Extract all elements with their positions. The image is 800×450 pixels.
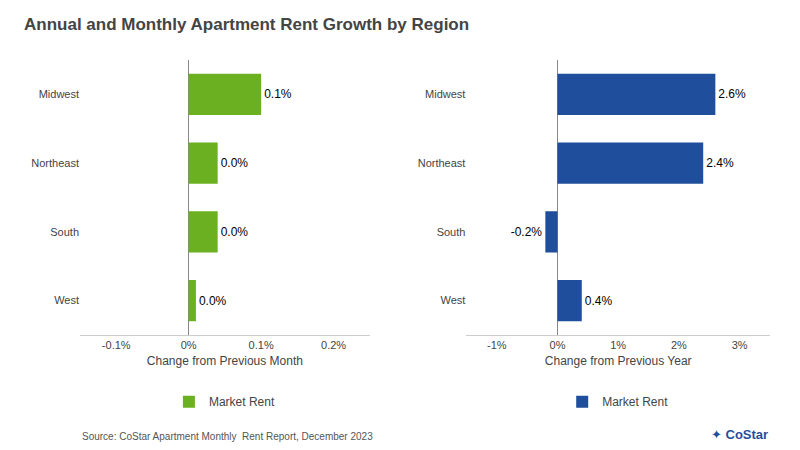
- svg-text:0%: 0%: [181, 339, 197, 351]
- svg-text:South: South: [50, 226, 79, 238]
- svg-text:0%: 0%: [550, 339, 566, 351]
- svg-text:Source: CoStar Apartment Month: Source: CoStar Apartment Monthly Rent Re…: [82, 431, 373, 442]
- svg-text:Market Rent: Market Rent: [209, 395, 275, 409]
- svg-text:3%: 3%: [732, 339, 748, 351]
- svg-text:2.6%: 2.6%: [718, 87, 746, 101]
- svg-text:Change from Previous Year: Change from Previous Year: [545, 354, 692, 368]
- svg-text:Market Rent: Market Rent: [602, 395, 668, 409]
- svg-text:2.4%: 2.4%: [706, 156, 734, 170]
- svg-text:0.0%: 0.0%: [221, 156, 249, 170]
- svg-text:0.1%: 0.1%: [249, 339, 274, 351]
- svg-text:Northeast: Northeast: [418, 157, 466, 169]
- svg-text:South: South: [437, 226, 466, 238]
- svg-text:Midwest: Midwest: [425, 88, 465, 100]
- svg-text:Annual and Monthly Apartment R: Annual and Monthly Apartment Rent Growth…: [24, 15, 469, 34]
- svg-text:2%: 2%: [671, 339, 687, 351]
- svg-text:Midwest: Midwest: [39, 88, 79, 100]
- svg-text:Change from Previous Month: Change from Previous Month: [147, 354, 303, 368]
- svg-text:-0.1%: -0.1%: [102, 339, 131, 351]
- svg-text:0.0%: 0.0%: [199, 294, 227, 308]
- svg-text:0.1%: 0.1%: [264, 87, 292, 101]
- svg-text:Northeast: Northeast: [31, 157, 79, 169]
- svg-text:-0.2%: -0.2%: [511, 225, 543, 239]
- svg-text:0.4%: 0.4%: [585, 294, 613, 308]
- svg-text:West: West: [54, 294, 79, 306]
- svg-text:0.0%: 0.0%: [221, 225, 249, 239]
- svg-text:1%: 1%: [610, 339, 626, 351]
- svg-text:-1%: -1%: [487, 339, 507, 351]
- svg-text:✦ CoStar: ✦ CoStar: [711, 427, 768, 442]
- svg-text:0.2%: 0.2%: [321, 339, 346, 351]
- svg-text:West: West: [441, 294, 466, 306]
